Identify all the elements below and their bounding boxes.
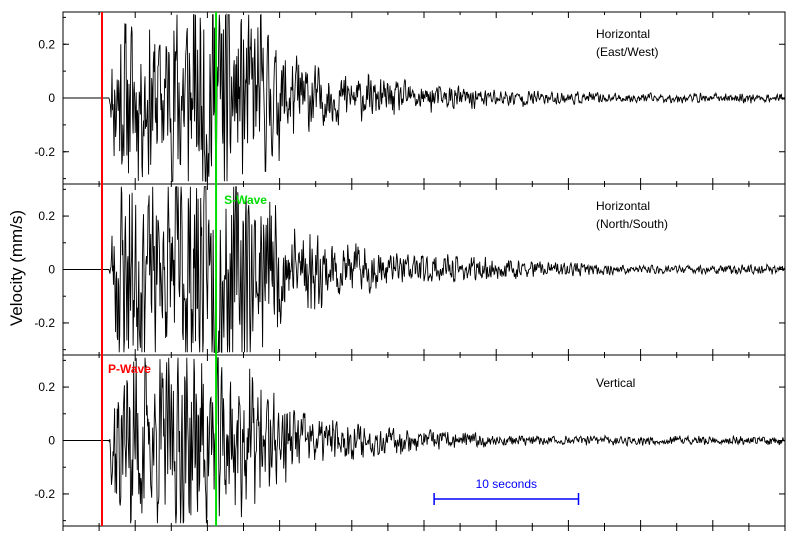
y-tick-label: -0.2 <box>34 487 55 501</box>
p-wave-label: P-Wave <box>108 362 151 376</box>
panel-label: (East/West) <box>596 45 658 59</box>
y-tick-label: 0.2 <box>38 380 55 394</box>
y-tick-label: -0.2 <box>34 316 55 330</box>
panel-label: Horizontal <box>596 27 650 41</box>
waveform-trace-3 <box>63 357 786 524</box>
y-tick-label: 0 <box>48 434 55 448</box>
phase-markers <box>100 12 580 526</box>
waveform-traces <box>63 12 786 524</box>
y-tick-label: 0 <box>48 91 55 105</box>
waveform-trace-1 <box>63 12 786 182</box>
scale-bar-label: 10 seconds <box>476 477 537 491</box>
panel-label: Vertical <box>596 376 635 390</box>
y-tick-label: 0 <box>48 263 55 277</box>
chart-labels: 0.2 0 -0.2 0.2 0 -0.2 0.2 0 -0.2 Horizontal (East/… <box>7 27 668 501</box>
y-axis-label: Velocity (mm/s) <box>7 210 26 326</box>
y-tick-label: 0.2 <box>38 209 55 223</box>
panel-label: Horizontal <box>596 199 650 213</box>
panel-label: (North/South) <box>596 217 668 231</box>
waveform-trace-2 <box>63 186 786 354</box>
y-tick-label: -0.2 <box>34 145 55 159</box>
s-wave-label: S-Wave <box>224 193 267 207</box>
y-tick-label: 0.2 <box>38 37 55 51</box>
